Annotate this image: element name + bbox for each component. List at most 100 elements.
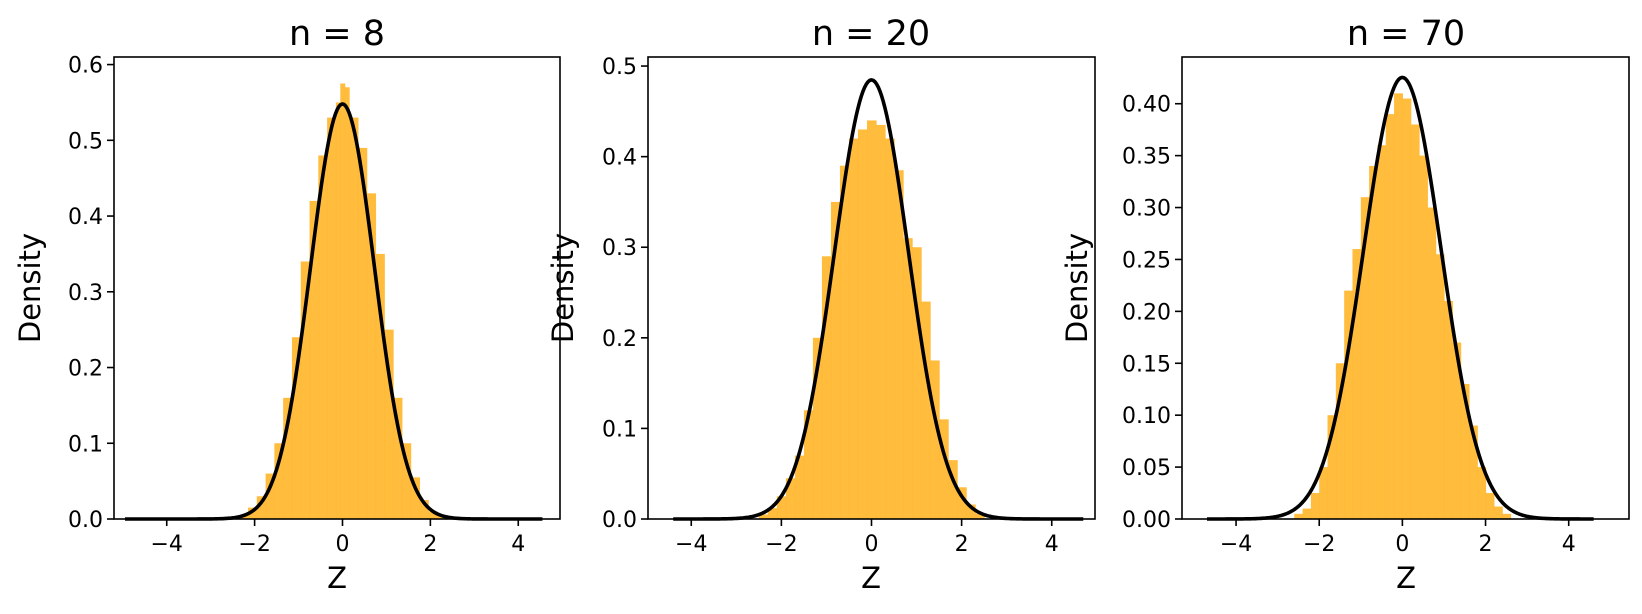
histogram-bar <box>857 129 868 519</box>
histogram-bar <box>785 478 796 519</box>
histogram-bar <box>1419 155 1428 519</box>
y-axis-label: Density <box>13 233 47 343</box>
y-tick-label: 0.1 <box>602 417 637 442</box>
histogram-bar <box>357 147 368 519</box>
x-axis-ticks: −4 −2 0 2 4 <box>151 519 525 557</box>
y-tick-label: 0.4 <box>602 146 637 171</box>
panel-title: n = 8 <box>289 14 385 54</box>
histogram-bar <box>384 329 394 519</box>
panel-title: n = 20 <box>812 14 930 54</box>
y-tick-label: 0.2 <box>602 327 637 352</box>
normal-density-curve <box>1206 75 1594 521</box>
histogram-bar <box>939 419 949 519</box>
histogram-bar <box>349 117 359 519</box>
y-tick-label: 0.10 <box>1122 404 1171 429</box>
x-tick-label: 0 <box>865 532 879 557</box>
histogram-bar <box>921 301 931 519</box>
histogram-bar <box>957 487 967 519</box>
histogram-bar <box>821 256 832 519</box>
x-tick-label: 4 <box>511 532 525 557</box>
histogram-bar <box>839 165 850 519</box>
histogram-bar <box>1377 145 1387 519</box>
histogram-bar <box>375 253 385 520</box>
x-axis-ticks: −4 −2 0 2 4 <box>675 519 1059 557</box>
histogram-bar <box>274 443 284 519</box>
histogram-bar <box>1435 254 1445 519</box>
histogram-bars <box>1294 93 1512 520</box>
histogram-bar <box>1352 249 1362 519</box>
x-tick-label: −4 <box>1220 532 1252 557</box>
histogram-bar <box>1452 342 1462 519</box>
histogram-bar <box>1385 114 1395 519</box>
x-tick-label: −2 <box>765 532 797 557</box>
histogram-bar <box>1443 300 1453 519</box>
histogram-bar <box>340 83 346 519</box>
histogram-bar <box>1485 493 1495 519</box>
histogram-bar <box>410 477 420 519</box>
histogram-bar <box>1327 415 1337 519</box>
histogram-bar <box>1360 197 1370 519</box>
x-tick-label: 4 <box>1562 532 1576 557</box>
histogram-bar <box>912 247 922 520</box>
panel-n70: n = 70 −4 −2 0 2 4 0.000.050.100.150.200.250… <box>1060 14 1630 595</box>
histogram-bar <box>812 337 823 519</box>
y-tick-label: 0.05 <box>1122 456 1171 481</box>
histogram-bar <box>975 513 985 519</box>
histogram-bar <box>1302 508 1312 519</box>
histogram-bar <box>300 261 311 519</box>
y-tick-label: 0.35 <box>1122 145 1171 170</box>
histogram-bar <box>393 397 403 519</box>
y-axis-ticks: 0.00 0.05 0.10 0.15 0.20 0.25 0.30 0.35 0.40 <box>1122 93 1182 533</box>
x-axis-label: Z <box>861 561 881 595</box>
axes-frame <box>113 56 561 520</box>
x-axis-label: Z <box>327 561 347 595</box>
histogram-bar <box>794 455 805 519</box>
histogram-bar <box>948 460 958 519</box>
histogram-bar <box>265 473 275 519</box>
y-axis-label: Density <box>546 233 580 343</box>
histogram-bar <box>283 397 293 519</box>
histogram-bar <box>758 514 769 519</box>
x-tick-label: 0 <box>335 532 349 557</box>
y-tick-label: 0.5 <box>602 55 637 80</box>
histogram-bar <box>930 360 940 519</box>
axes-frame <box>1181 56 1630 520</box>
histogram-bar <box>1402 98 1412 519</box>
histogram-bar <box>803 410 814 519</box>
histogram-bar <box>428 511 438 519</box>
x-tick-label: −2 <box>1303 532 1335 557</box>
histogram-bar <box>366 193 377 519</box>
histogram-bar <box>327 117 337 519</box>
histogram-bar <box>1310 493 1320 519</box>
x-tick-label: 0 <box>1395 532 1409 557</box>
y-tick-label: 0.5 <box>68 129 103 154</box>
y-tick-label: 0.15 <box>1122 352 1171 377</box>
histogram-bar <box>894 170 904 520</box>
histogram-bar <box>776 496 787 519</box>
y-axis-ticks: 0.0 0.1 0.2 0.3 0.4 0.5 0.6 <box>68 54 114 533</box>
x-tick-label: 2 <box>423 532 437 557</box>
histogram-bars <box>239 83 447 520</box>
histogram-bar <box>1468 425 1478 519</box>
x-tick-label: −4 <box>151 532 183 557</box>
y-tick-label: 0.3 <box>68 281 103 306</box>
y-tick-label: 0.0 <box>602 508 637 533</box>
histogram-bar <box>419 500 429 519</box>
histogram-bar <box>1410 124 1420 519</box>
histogram-bar <box>1427 207 1437 520</box>
x-tick-label: −4 <box>675 532 707 557</box>
histogram-bar <box>318 155 328 519</box>
histogram-bar <box>1477 467 1487 519</box>
histogram-bar <box>876 124 886 519</box>
y-tick-label: 0.6 <box>68 54 103 79</box>
panel-title: n = 70 <box>1347 14 1465 54</box>
histogram-bar <box>436 515 447 519</box>
y-tick-label: 0.1 <box>68 432 103 457</box>
y-tick-label: 0.40 <box>1122 93 1171 118</box>
x-tick-label: 4 <box>1045 532 1059 557</box>
histogram-bar <box>309 200 319 519</box>
histogram-bar <box>848 138 859 519</box>
histogram-bar <box>1502 513 1512 519</box>
x-axis-ticks: −4 −2 0 2 4 <box>1220 519 1576 557</box>
